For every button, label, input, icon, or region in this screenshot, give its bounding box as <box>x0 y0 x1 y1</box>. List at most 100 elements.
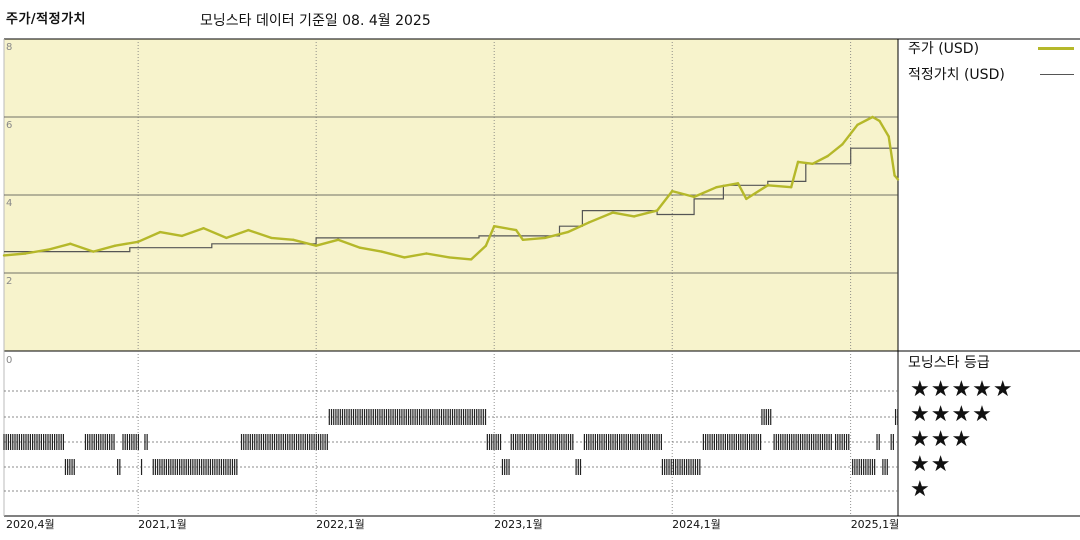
price-point <box>470 258 473 261</box>
rating-axis-label: 0 <box>6 355 12 366</box>
rating-bar <box>3 434 65 450</box>
price-point <box>270 236 273 240</box>
price-point <box>841 143 844 146</box>
x-tick-label: 2025,1월 <box>851 518 900 531</box>
price-point <box>887 135 890 138</box>
price-point <box>856 123 859 127</box>
price-point <box>632 215 636 218</box>
price-point <box>826 154 829 158</box>
rating-bar <box>501 459 510 475</box>
price-point <box>292 238 295 242</box>
rating-bar <box>876 434 880 450</box>
legend-label-fair-value: 적정가치 (USD) <box>908 67 1005 83</box>
price-point <box>380 250 383 253</box>
price-point <box>202 226 205 230</box>
rating-bar <box>583 434 662 450</box>
x-tick-label: 2023,1월 <box>494 518 543 531</box>
price-point <box>566 230 570 234</box>
price-point <box>92 250 95 253</box>
price-point <box>180 234 184 238</box>
legend-swatch-fair-value <box>1040 74 1074 75</box>
price-point <box>2 254 6 257</box>
price-point <box>484 244 488 247</box>
price-point <box>225 236 228 240</box>
price-point <box>715 186 718 189</box>
rating-bar <box>890 434 894 450</box>
rating-level-5-stars: ★★★★★ <box>910 377 1014 402</box>
rating-bar <box>64 459 75 475</box>
price-point <box>670 189 674 193</box>
y-tick-label: 4 <box>6 198 12 209</box>
rating-bar <box>852 459 876 475</box>
price-point <box>358 246 362 249</box>
price-point <box>514 228 518 232</box>
price-point <box>878 119 881 123</box>
price-point <box>425 252 428 255</box>
rating-bar <box>328 409 487 425</box>
x-tick-label: 2021,1월 <box>138 518 187 531</box>
rating-bar <box>240 434 328 450</box>
y-tick-label: 6 <box>6 120 12 131</box>
legend-item-fair-value: 적정가치 (USD) <box>908 64 1080 90</box>
legend-swatch-price <box>1038 47 1074 50</box>
price-point <box>47 248 50 251</box>
rating-bar <box>486 434 502 450</box>
price-point <box>543 236 547 240</box>
rating-bar <box>152 459 238 475</box>
rating-bar <box>661 459 701 475</box>
x-tick-label: 2020,4월 <box>6 518 55 531</box>
chart-title: 주가/적정가치 <box>6 12 87 27</box>
rating-bar <box>575 459 582 475</box>
rating-bar <box>510 434 574 450</box>
price-point <box>114 244 117 247</box>
price-point <box>588 221 591 224</box>
price-point <box>736 182 740 185</box>
price-point <box>158 230 162 234</box>
price-point <box>796 160 800 164</box>
price-point <box>789 186 793 189</box>
rating-bar <box>702 434 762 450</box>
rating-bar <box>117 459 121 475</box>
price-point <box>893 174 896 177</box>
price-point <box>69 242 72 245</box>
price-point <box>611 211 614 214</box>
rating-bar <box>834 434 850 450</box>
y-tick-label: 8 <box>6 42 12 53</box>
rating-level-4-stars: ★★★★ <box>910 402 993 427</box>
price-point <box>655 209 659 212</box>
rating-level-1-stars: ★ <box>910 477 931 502</box>
price-point <box>811 162 814 165</box>
price-point <box>871 115 874 119</box>
rating-level-2-stars: ★★ <box>910 452 952 477</box>
price-point <box>314 244 318 247</box>
price-point <box>492 225 496 228</box>
price-point <box>136 240 140 243</box>
fair-value-line <box>4 147 898 253</box>
rating-bar <box>144 434 148 450</box>
rating-bar <box>122 434 140 450</box>
price-point <box>766 184 769 187</box>
price-point <box>247 228 250 232</box>
rating-panel-title: 모닝스타 등급 <box>908 355 990 371</box>
rating-bar <box>882 459 888 475</box>
x-tick-label: 2024,1월 <box>672 518 721 531</box>
rating-bar <box>761 409 772 425</box>
legend-label-price: 주가 (USD) <box>908 41 980 57</box>
rating-bar <box>894 409 899 425</box>
rating-bar <box>773 434 832 450</box>
rating-level-3-stars: ★★★ <box>910 427 973 452</box>
y-tick-label: 2 <box>6 276 12 287</box>
legend: 주가 (USD) 적정가치 (USD) <box>908 38 1080 90</box>
rating-bar <box>84 434 115 450</box>
x-tick-label: 2022,1월 <box>316 518 365 531</box>
price-point <box>24 252 27 255</box>
legend-item-price: 주가 (USD) <box>908 38 1080 64</box>
price-point <box>745 197 748 201</box>
price-point <box>896 178 900 181</box>
price-point <box>336 238 340 242</box>
price-point <box>403 256 406 259</box>
price-point <box>448 256 451 259</box>
price-point <box>692 195 696 199</box>
chart-subtitle: 모닝스타 데이터 기준일 08. 4월 2025 <box>200 13 431 29</box>
